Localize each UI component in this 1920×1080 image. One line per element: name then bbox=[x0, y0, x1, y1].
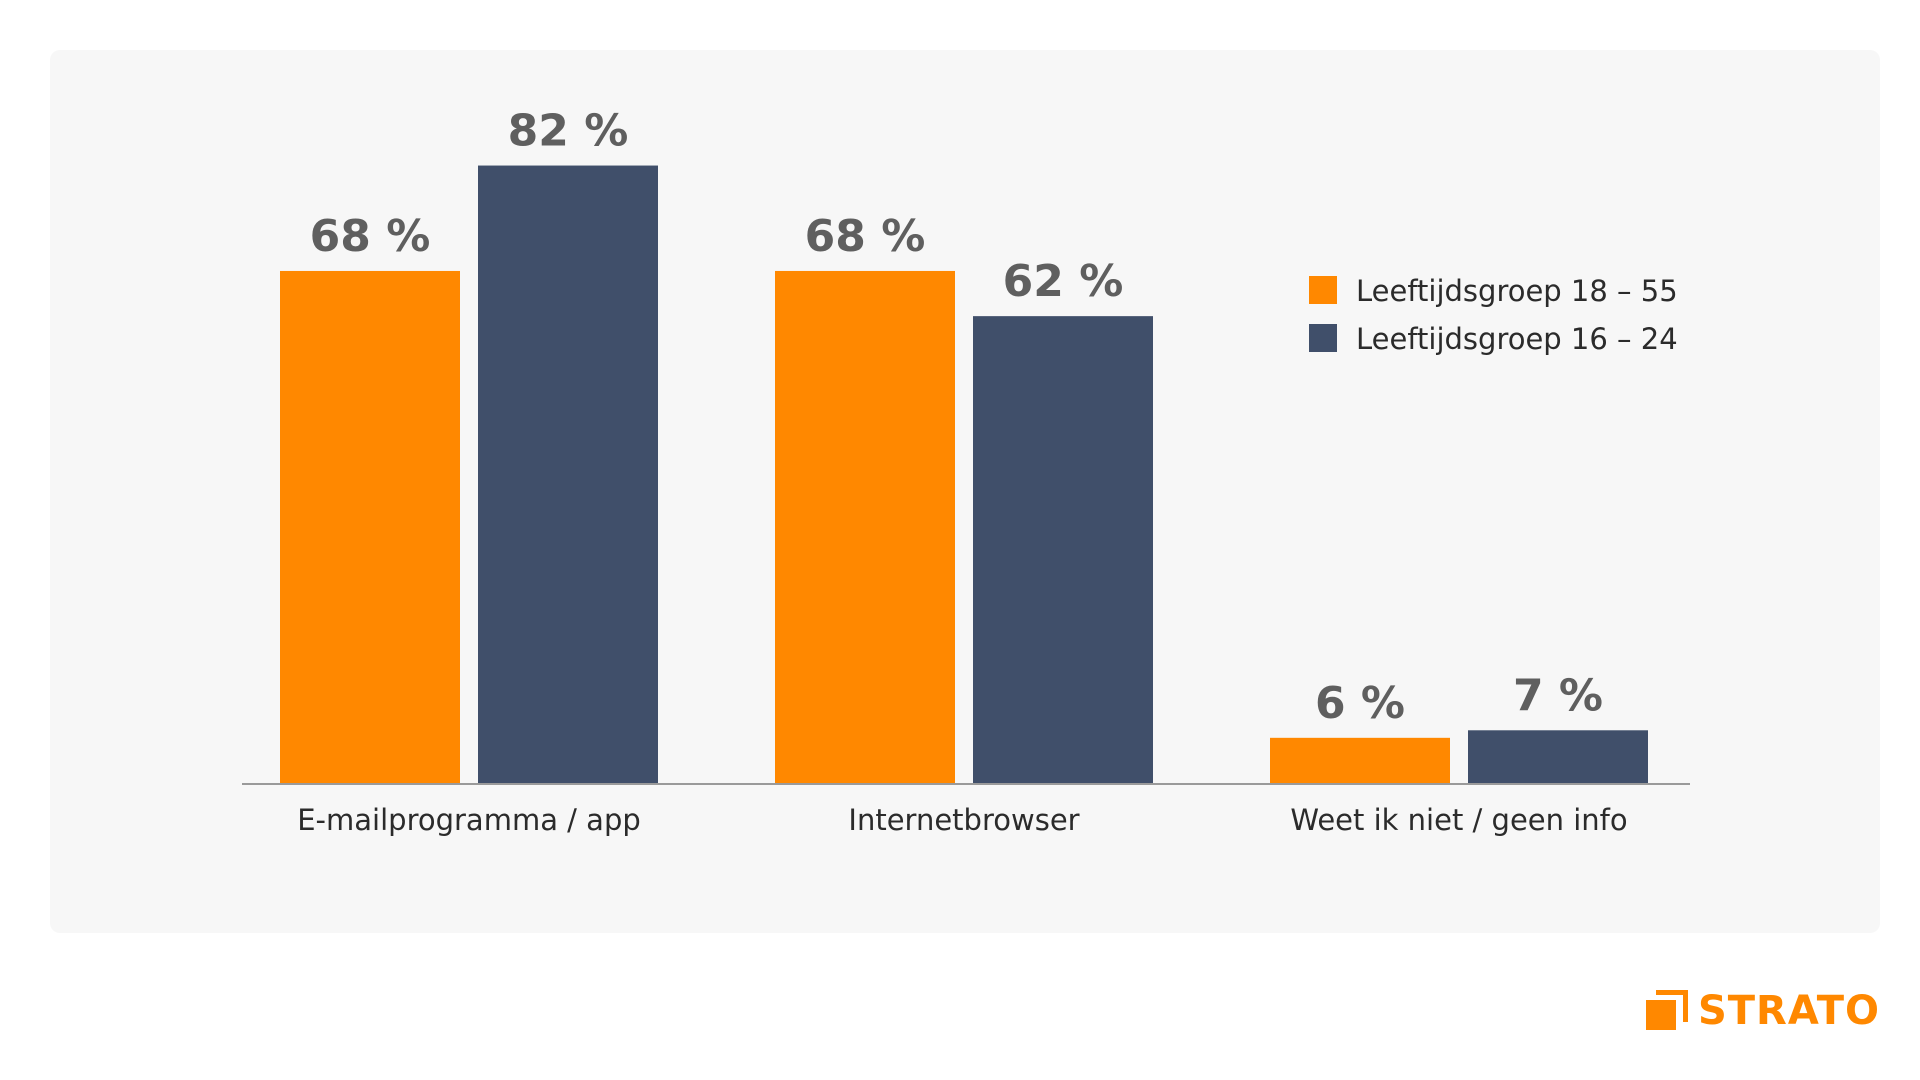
value-label: 68 % bbox=[310, 211, 431, 262]
value-label: 68 % bbox=[805, 211, 926, 262]
value-label: 62 % bbox=[1003, 256, 1124, 307]
value-label: 7 % bbox=[1513, 670, 1603, 721]
legend-label: Leeftijdsgroep 18 – 55 bbox=[1356, 274, 1678, 308]
value-label: 82 % bbox=[508, 106, 629, 157]
category-label: Internetbrowser bbox=[848, 803, 1079, 837]
legend-swatch bbox=[1309, 276, 1337, 304]
category-label: Weet ik niet / geen info bbox=[1290, 803, 1627, 837]
brand-name: STRATO bbox=[1697, 988, 1880, 1034]
legend-label: Leeftijdsgroep 16 – 24 bbox=[1356, 322, 1678, 356]
value-labels-layer: 68 % 82 % 68 % 62 % 6 % 7 % bbox=[310, 106, 1603, 729]
legend: Leeftijdsgroep 18 – 55 Leeftijdsgroep 16 … bbox=[1309, 274, 1678, 356]
bars-layer bbox=[280, 165, 1648, 784]
legend-swatch bbox=[1309, 324, 1337, 352]
bar-series1-0 bbox=[280, 270, 460, 784]
value-label: 6 % bbox=[1315, 678, 1405, 729]
category-labels-layer: E-mailprogramma / app Internetbrowser Weet… bbox=[297, 803, 1627, 837]
strato-logo: STRATO bbox=[1645, 986, 1880, 1036]
bar-series1-2 bbox=[1270, 737, 1450, 783]
bar-series2-1 bbox=[973, 316, 1153, 783]
strato-logo-icon bbox=[1645, 989, 1689, 1032]
bar-series2-2 bbox=[1468, 730, 1648, 783]
bar-series2-0 bbox=[478, 165, 658, 784]
bar-series1-1 bbox=[775, 270, 955, 784]
category-label: E-mailprogramma / app bbox=[297, 803, 641, 837]
